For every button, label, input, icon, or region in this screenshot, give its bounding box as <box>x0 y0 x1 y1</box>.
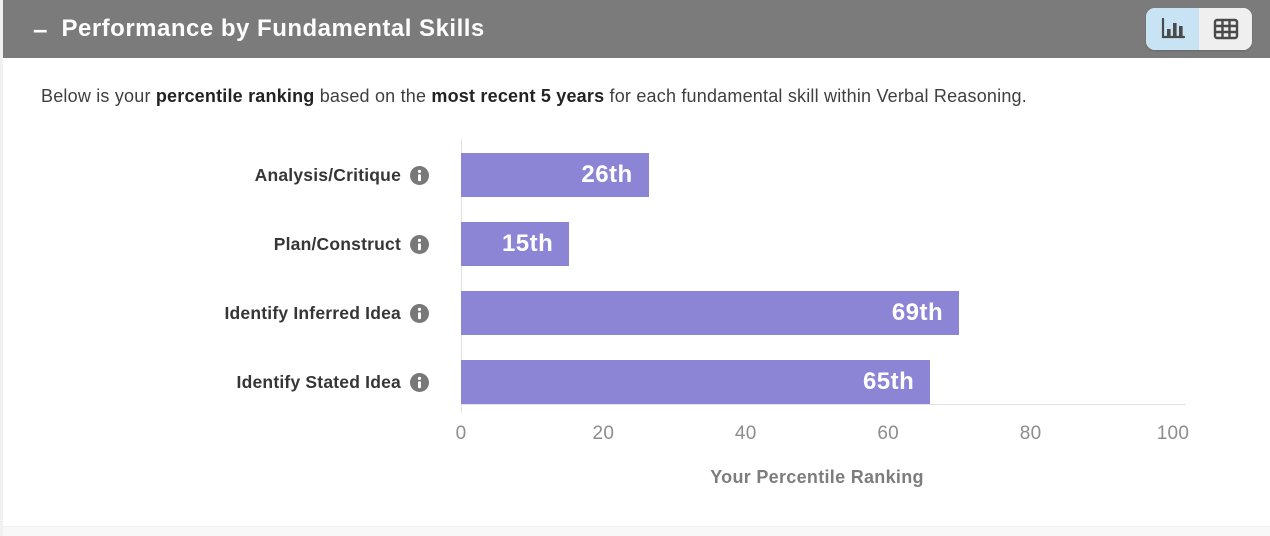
desc-bold-most-recent-5-years: most recent 5 years <box>431 86 605 106</box>
info-icon[interactable] <box>410 372 429 392</box>
x-axis-tick-label: 80 <box>1019 423 1042 444</box>
bar-value-label: 65th <box>862 368 915 395</box>
view-toggle <box>1146 8 1252 50</box>
footer-strip <box>3 526 1270 536</box>
category-label-cell: Plan/Construct <box>3 234 461 255</box>
x-axis-line <box>461 404 1186 405</box>
bar[interactable]: 15th <box>461 222 570 266</box>
bar-track: 69th <box>461 291 1183 335</box>
chart-row: Plan/Construct 15th <box>3 222 1270 266</box>
category-label-cell: Identify Stated Idea <box>3 372 461 393</box>
x-axis-tick-label: 20 <box>592 423 615 444</box>
info-icon[interactable] <box>410 303 429 323</box>
collapse-icon[interactable]: – <box>33 14 48 44</box>
plot-area: Analysis/Critique 26th Plan/Construct <box>3 139 1270 413</box>
chart-view-button[interactable] <box>1146 8 1199 50</box>
chart-description: Below is your percentile ranking based o… <box>3 58 1270 107</box>
category-label: Plan/Construct <box>273 233 401 254</box>
category-label-cell: Analysis/Critique <box>3 165 461 186</box>
bar-value-label: 26th <box>581 161 633 188</box>
desc-text: Below is your <box>41 86 156 106</box>
bar[interactable]: 69th <box>461 291 960 335</box>
category-label: Analysis/Critique <box>254 164 401 185</box>
y-axis-line <box>461 139 462 413</box>
category-label: Identify Inferred Idea <box>224 302 401 323</box>
panel-header-left: – Performance by Fundamental Skills <box>33 15 485 43</box>
x-axis-tick-label: 40 <box>734 423 757 444</box>
bar-track: 26th <box>461 153 1183 197</box>
panel-title: Performance by Fundamental Skills <box>61 15 485 42</box>
panel-header: – Performance by Fundamental Skills <box>3 0 1270 58</box>
bar[interactable]: 65th <box>461 360 931 404</box>
x-axis-tick-label: 60 <box>877 423 900 444</box>
x-axis-tick-label: 0 <box>455 423 467 444</box>
info-icon[interactable] <box>410 234 429 254</box>
table-view-button[interactable] <box>1199 8 1252 50</box>
chart-rows: Analysis/Critique 26th Plan/Construct <box>3 139 1270 404</box>
x-axis-ticks: 0 20 40 60 80 100 <box>456 423 1189 453</box>
chart-row: Analysis/Critique 26th <box>3 153 1270 197</box>
category-label-cell: Identify Inferred Idea <box>3 303 461 324</box>
desc-text: based on the <box>314 86 432 106</box>
bar-chart: Analysis/Critique 26th Plan/Construct <box>3 139 1270 488</box>
info-icon[interactable] <box>410 165 429 185</box>
category-label: Identify Stated Idea <box>236 371 401 392</box>
x-axis-title: Your Percentile Ranking <box>710 467 924 487</box>
bar-value-label: 69th <box>891 299 944 326</box>
bar-track: 15th <box>461 222 1183 266</box>
bar-chart-icon <box>1160 17 1186 41</box>
bar[interactable]: 26th <box>461 153 649 197</box>
table-icon <box>1213 17 1239 41</box>
desc-bold-percentile-ranking: percentile ranking <box>155 86 315 106</box>
desc-text: for each fundamental skill within Verbal… <box>604 86 1027 106</box>
bar-track: 65th <box>461 360 1183 404</box>
bar-value-label: 15th <box>501 230 554 257</box>
chart-row: Identify Stated Idea 65th <box>3 360 1270 404</box>
x-axis-tick-label: 100 <box>1156 423 1190 444</box>
chart-row: Identify Inferred Idea 69th <box>3 291 1270 335</box>
